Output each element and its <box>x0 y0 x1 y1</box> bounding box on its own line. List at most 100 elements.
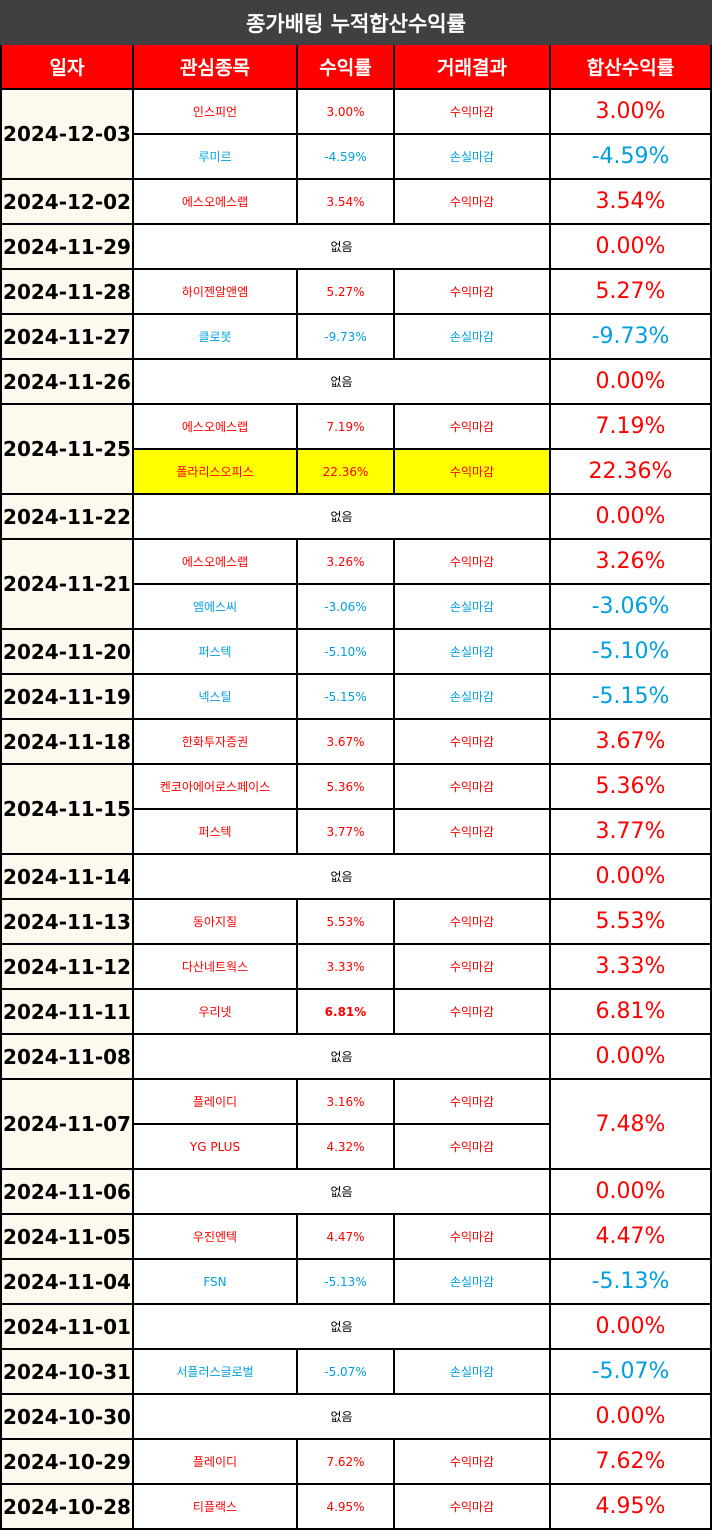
total-return-cell: 3.67% <box>551 720 712 765</box>
stock-name-cell: 다산네트웍스 <box>134 945 298 990</box>
header-rate: 수익률 <box>298 45 395 90</box>
trade-result-cell: 수익마감 <box>395 1215 551 1260</box>
return-rate-cell: 3.77% <box>298 810 395 855</box>
trade-result-cell: 손실마감 <box>395 315 551 360</box>
date-cell: 2024-11-08 <box>0 1035 134 1080</box>
total-return-cell: 6.81% <box>551 990 712 1035</box>
date-cell: 2024-11-18 <box>0 720 134 765</box>
stock-name-cell: 한화투자증권 <box>134 720 298 765</box>
date-cell: 2024-12-03 <box>0 90 134 180</box>
date-cell: 2024-12-02 <box>0 180 134 225</box>
header-stock: 관심종목 <box>134 45 298 90</box>
trade-result-cell: 수익마감 <box>395 1080 551 1125</box>
total-return-cell: 4.95% <box>551 1485 712 1530</box>
stock-name-cell: 우리넷 <box>134 990 298 1035</box>
date-cell: 2024-11-29 <box>0 225 134 270</box>
date-cell: 2024-11-20 <box>0 630 134 675</box>
total-return-cell: 0.00% <box>551 1035 712 1080</box>
no-trade-cell: 없음 <box>134 1035 551 1080</box>
total-return-cell: -3.06% <box>551 585 712 630</box>
total-return-cell: -5.13% <box>551 1260 712 1305</box>
stock-name-cell: 퍼스텍 <box>134 630 298 675</box>
stock-name-cell: 플레이디 <box>134 1440 298 1485</box>
stock-name-cell: 엠에스씨 <box>134 585 298 630</box>
no-trade-cell: 없음 <box>134 225 551 270</box>
total-return-cell: -5.15% <box>551 675 712 720</box>
return-rate-cell: 5.36% <box>298 765 395 810</box>
trade-result-cell: 수익마감 <box>395 180 551 225</box>
trade-result-cell: 수익마감 <box>395 1440 551 1485</box>
stock-name-cell: 서플러스글로벌 <box>134 1350 298 1395</box>
return-rate-cell: 7.19% <box>298 405 395 450</box>
total-return-cell: 22.36% <box>551 450 712 495</box>
return-rate-cell: 7.62% <box>298 1440 395 1485</box>
date-cell: 2024-10-31 <box>0 1350 134 1395</box>
trade-result-cell: 수익마감 <box>395 1485 551 1530</box>
total-return-cell: 0.00% <box>551 1170 712 1215</box>
return-rate-cell: 6.81% <box>298 990 395 1035</box>
return-rate-cell: 3.16% <box>298 1080 395 1125</box>
return-rate-cell: -5.15% <box>298 675 395 720</box>
date-cell: 2024-11-01 <box>0 1305 134 1350</box>
total-return-cell: -4.59% <box>551 135 712 180</box>
date-cell: 2024-11-05 <box>0 1215 134 1260</box>
stock-name-cell: 하이젠알앤엠 <box>134 270 298 315</box>
header-total: 합산수익률 <box>551 45 712 90</box>
date-cell: 2024-11-07 <box>0 1080 134 1170</box>
return-rate-cell: -5.07% <box>298 1350 395 1395</box>
total-return-cell: 0.00% <box>551 1395 712 1440</box>
return-rate-cell: -4.59% <box>298 135 395 180</box>
trade-result-cell: 수익마감 <box>395 765 551 810</box>
trade-result-cell: 손실마감 <box>395 675 551 720</box>
total-return-cell: 3.26% <box>551 540 712 585</box>
return-rate-cell: 4.95% <box>298 1485 395 1530</box>
trade-result-cell: 손실마감 <box>395 1350 551 1395</box>
total-return-cell: 5.53% <box>551 900 712 945</box>
return-rate-cell: -5.13% <box>298 1260 395 1305</box>
total-return-cell: 4.47% <box>551 1215 712 1260</box>
stock-name-cell: 폴라리스오피스 <box>134 450 298 495</box>
total-return-cell: 0.00% <box>551 495 712 540</box>
date-cell: 2024-10-28 <box>0 1485 134 1530</box>
return-rate-cell: 3.33% <box>298 945 395 990</box>
trade-result-cell: 손실마감 <box>395 135 551 180</box>
no-trade-cell: 없음 <box>134 1305 551 1350</box>
total-return-cell: 7.48% <box>551 1080 712 1170</box>
date-cell: 2024-11-04 <box>0 1260 134 1305</box>
trade-result-cell: 수익마감 <box>395 810 551 855</box>
trade-result-cell: 수익마감 <box>395 945 551 990</box>
stock-name-cell: 동아지질 <box>134 900 298 945</box>
total-return-cell: 5.36% <box>551 765 712 810</box>
stock-name-cell: 에스오에스랩 <box>134 540 298 585</box>
total-return-cell: 0.00% <box>551 360 712 405</box>
return-rate-cell: 4.32% <box>298 1125 395 1170</box>
date-cell: 2024-11-13 <box>0 900 134 945</box>
return-rate-cell: -9.73% <box>298 315 395 360</box>
trade-result-cell: 수익마감 <box>395 90 551 135</box>
total-return-cell: 0.00% <box>551 855 712 900</box>
total-return-cell: 7.19% <box>551 405 712 450</box>
stock-name-cell: 플레이디 <box>134 1080 298 1125</box>
return-rate-cell: 5.53% <box>298 900 395 945</box>
total-return-cell: 7.62% <box>551 1440 712 1485</box>
return-rate-cell: 3.00% <box>298 90 395 135</box>
total-return-cell: -9.73% <box>551 315 712 360</box>
date-cell: 2024-11-12 <box>0 945 134 990</box>
stock-name-cell: 인스피언 <box>134 90 298 135</box>
stock-name-cell: 티플랙스 <box>134 1485 298 1530</box>
total-return-cell: -5.07% <box>551 1350 712 1395</box>
no-trade-cell: 없음 <box>134 855 551 900</box>
return-rate-cell: 4.47% <box>298 1215 395 1260</box>
header-result: 거래결과 <box>395 45 551 90</box>
stock-name-cell: 에스오에스랩 <box>134 180 298 225</box>
stock-name-cell: YG PLUS <box>134 1125 298 1170</box>
stock-name-cell: FSN <box>134 1260 298 1305</box>
date-cell: 2024-10-29 <box>0 1440 134 1485</box>
return-rate-cell: 22.36% <box>298 450 395 495</box>
total-return-cell: 3.00% <box>551 90 712 135</box>
trade-result-cell: 손실마감 <box>395 585 551 630</box>
date-cell: 2024-11-28 <box>0 270 134 315</box>
total-return-cell: 0.00% <box>551 1305 712 1350</box>
trade-result-cell: 수익마감 <box>395 1125 551 1170</box>
